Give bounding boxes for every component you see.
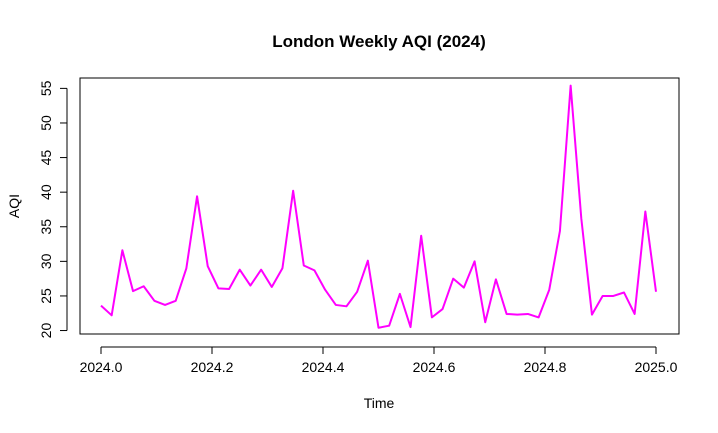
y-tick-label: 40: [38, 184, 54, 200]
x-axis: 2024.0 2024.2 2024.4 2024.6 2024.8 2025.0: [80, 346, 678, 375]
series-line: [100, 84, 657, 329]
y-tick-label: 35: [38, 219, 54, 235]
x-tick-label: 2024.2: [191, 359, 234, 375]
y-tick-label: 55: [38, 80, 54, 96]
y-tick-label: 25: [38, 288, 54, 304]
x-tick-label: 2025.0: [635, 359, 678, 375]
y-axis: 20 25 30 35 40 45 50 55: [38, 80, 68, 339]
x-tick-label: 2024.6: [413, 359, 456, 375]
x-tick-label: 2024.4: [302, 359, 345, 375]
y-tick-label: 50: [38, 115, 54, 131]
x-tick-label: 2024.0: [80, 359, 123, 375]
y-tick-label: 30: [38, 253, 54, 269]
y-tick-label: 20: [38, 323, 54, 339]
plot-frame: [79, 77, 680, 335]
y-axis-label: AQI: [6, 194, 22, 218]
series-layer: [100, 84, 657, 329]
chart-title: London Weekly AQI (2024): [272, 32, 486, 51]
x-tick-label: 2024.8: [524, 359, 567, 375]
y-tick-label: 45: [38, 150, 54, 166]
x-axis-label: Time: [364, 395, 395, 411]
